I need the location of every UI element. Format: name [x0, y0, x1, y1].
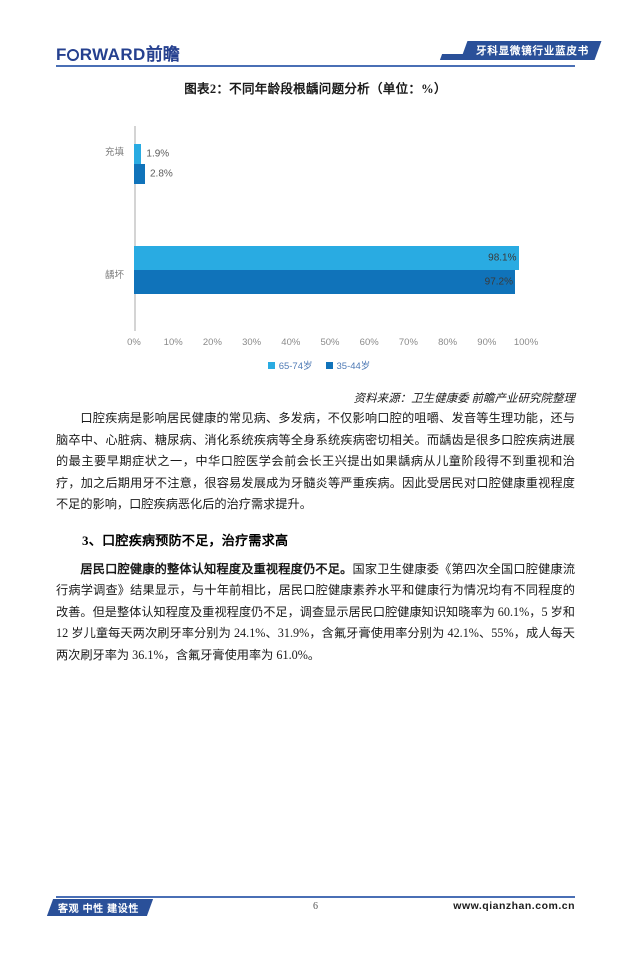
page-number: 6	[313, 901, 318, 912]
chart-bar: 1.9%	[134, 144, 169, 164]
legend-item: 65-74岁	[267, 358, 313, 372]
forward-logo: F RWARD前瞻	[56, 40, 180, 65]
legend-swatch-icon	[325, 361, 333, 369]
document-body: 口腔疾病是影响居民健康的常见病、多发病，不仅影响口腔的咀嚼、发音等生理功能，还与…	[56, 408, 575, 666]
x-tick-label: 70%	[398, 337, 418, 348]
paragraph-2-lead: 居民口腔健康的整体认知程度及重视程度仍不足。	[80, 561, 353, 576]
chart-bar-value: 1.9%	[146, 148, 170, 160]
figure-title: 图表2：不同年龄段根龋问题分析（单位：%）	[184, 82, 447, 96]
chart-bar-value: 98.1%	[488, 252, 517, 264]
chart-value-axis-line	[134, 126, 136, 331]
x-tick-label: 90%	[477, 337, 497, 348]
footer-divider	[56, 896, 575, 898]
bar-chart: 充填 1.9% 2.8% 龋坏 98.1% 97.2% 0% 10% 20% 3…	[96, 126, 542, 378]
logo-text-f: F	[56, 45, 67, 64]
chart-bar: 98.1%	[134, 246, 519, 270]
paragraph-1: 口腔疾病是影响居民健康的常见病、多发病，不仅影响口腔的咀嚼、发音等生理功能，还与…	[56, 411, 575, 511]
logo-o-ring-icon	[67, 49, 80, 61]
x-tick-label: 0%	[127, 337, 141, 348]
page-header: F RWARD前瞻 牙科显微镜行业蓝皮书	[0, 40, 631, 74]
chart-bar: 2.8%	[134, 164, 173, 184]
x-tick-label: 20%	[202, 337, 222, 348]
footer-url: www.qianzhan.com.cn	[453, 900, 575, 912]
section-heading: 3、口腔疾病预防不足，治疗需求高	[82, 532, 289, 548]
legend-label: 65-74岁	[278, 361, 313, 372]
figure-source: 资料来源：卫生健康委 前瞻产业研究院整理	[353, 393, 575, 405]
x-tick-label: 80%	[438, 337, 458, 348]
paragraph-2-rest: 国家卫生健康委《第四次全国口腔健康流行病学调查》结果显示，与十年前相比，居民口腔…	[56, 561, 576, 662]
chart-category-label: 龋坏	[104, 270, 124, 281]
legend-label: 35-44岁	[336, 361, 371, 372]
chart-plot-area	[134, 126, 526, 331]
logo-text-cn: 前瞻	[145, 45, 180, 64]
chart-bar: 97.2%	[134, 270, 515, 294]
chart-x-axis: 0% 10% 20% 30% 40% 50% 60% 70% 80% 90% 1…	[127, 331, 538, 351]
x-tick-label: 60%	[359, 337, 379, 348]
header-banner-label: 牙科显微镜行业蓝皮书	[476, 45, 589, 57]
header-divider	[56, 65, 575, 67]
x-tick-label: 10%	[163, 337, 183, 348]
chart-bar-value: 97.2%	[484, 276, 513, 288]
chart-legend: 65-74岁 35-44岁	[96, 358, 542, 372]
x-tick-label: 40%	[281, 337, 301, 348]
paragraph-2: 居民口腔健康的整体认知程度及重视程度仍不足。国家卫生健康委《第四次全国口腔健康流…	[56, 559, 575, 667]
chart-bar-value: 2.8%	[150, 168, 173, 180]
x-tick-label: 50%	[320, 337, 340, 348]
legend-item: 35-44岁	[325, 358, 371, 372]
x-tick-label: 30%	[242, 337, 262, 348]
chart-category-label: 充填	[104, 147, 124, 158]
legend-swatch-icon	[267, 361, 275, 369]
header-banner: 牙科显微镜行业蓝皮书	[460, 41, 602, 60]
logo-text-rward: RWARD	[79, 45, 146, 64]
x-tick-label: 100%	[513, 337, 539, 348]
